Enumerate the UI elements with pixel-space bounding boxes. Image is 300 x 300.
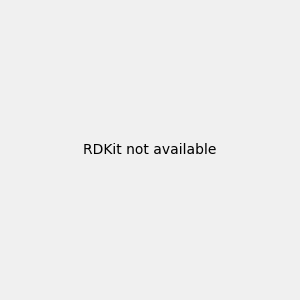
Text: RDKit not available: RDKit not available <box>83 143 217 157</box>
